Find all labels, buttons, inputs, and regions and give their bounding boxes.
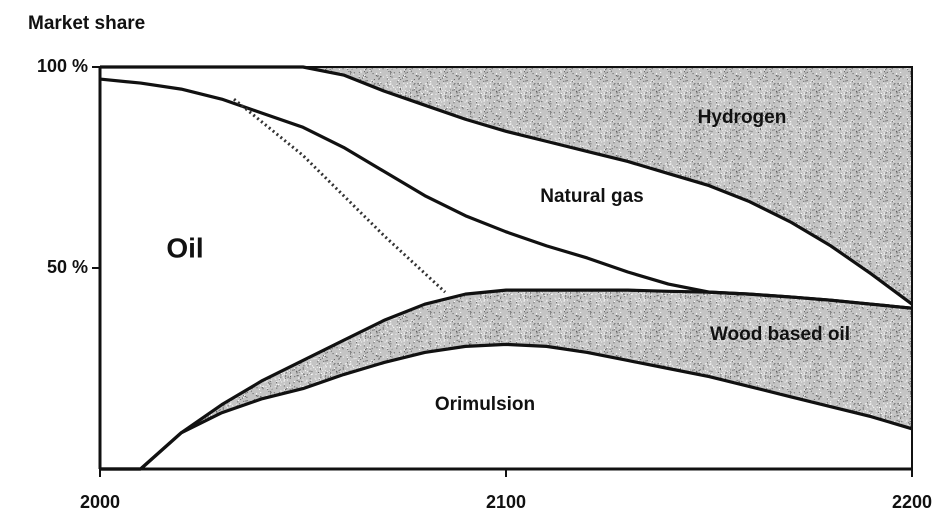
region-label: Orimulsion [435,394,535,415]
dotted-line [233,97,447,294]
region-label: Natural gas [540,186,643,207]
y-axis-title: Market share [28,13,145,34]
area [100,79,912,469]
x-tick-label: 2000 [80,492,120,512]
y-tick-label: 50 % [47,257,88,277]
area-texture [100,290,912,469]
x-tick-label: 2100 [486,492,526,512]
area-texture [100,67,912,305]
region-label: Wood based oil [710,324,850,345]
area [100,344,912,469]
x-tick-label: 2200 [892,492,932,512]
region-label: Oil [166,232,203,263]
boundary-line [99,77,913,310]
boundary-line [100,342,913,471]
region-label: Hydrogen [698,107,787,128]
y-tick-label: 100 % [37,56,88,76]
